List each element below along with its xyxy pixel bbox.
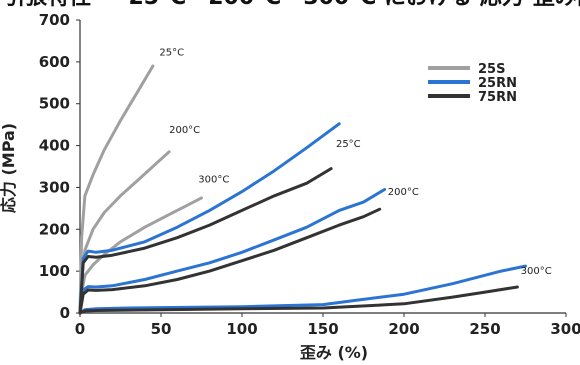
series-line-25s-300c	[78, 196, 203, 315]
x-tick-label: 250	[469, 320, 500, 338]
series-line-25rn-200c	[78, 188, 387, 315]
y-tick-label: 0	[60, 304, 70, 322]
temperature-annotation: 200°C	[388, 187, 419, 198]
y-tick-label: 700	[39, 11, 70, 29]
x-tick-label: 0	[75, 320, 85, 338]
y-axis-label: 応力 (MPa)	[0, 123, 18, 213]
series-line-75rn-200c	[78, 207, 382, 315]
x-tick-label: 50	[151, 320, 172, 338]
legend-label-25s: 25S	[478, 62, 505, 77]
y-tick-label: 600	[39, 53, 70, 71]
y-tick-label: 400	[39, 137, 70, 155]
series-line-75rn-25c	[78, 167, 333, 315]
temperature-annotation: 25°C	[159, 48, 184, 59]
legend-label-25rn: 25RN	[478, 76, 517, 91]
y-tick-label: 300	[39, 178, 70, 196]
annotations: 25°C 200°C 300°C 25°C 200°C 300°C	[159, 48, 551, 277]
x-tick-label: 150	[307, 320, 338, 338]
temperature-annotation: 200°C	[169, 125, 200, 136]
y-tick-label: 200	[39, 220, 70, 238]
x-tick-label: 100	[226, 320, 257, 338]
temperature-annotation: 300°C	[521, 266, 552, 277]
x-axis-label: 歪み (%)	[300, 343, 368, 362]
x-tick-label: 300	[550, 320, 580, 338]
x-tick-label: 200	[388, 320, 419, 338]
series-line-75rn-300c	[78, 285, 519, 315]
temperature-annotation: 25°C	[336, 139, 361, 150]
legend: 25S 25RN 75RN	[428, 62, 517, 105]
series-line-25rn-25c	[78, 122, 341, 315]
series-line-25rn-300c	[78, 264, 527, 315]
series-line-25s-25c	[78, 64, 155, 315]
y-tick-label: 100	[39, 262, 70, 280]
axis-ticks: 0 50 100 150 200 250 300 0 100 200 300 400 500 600 700	[39, 11, 580, 338]
y-tick-label: 500	[39, 95, 70, 113]
chart-title: …と引張特性 — 25°C・200°C・300°C における 応力-歪み曲線	[0, 0, 580, 10]
temperature-annotation: 300°C	[198, 174, 229, 185]
legend-label-75rn: 75RN	[478, 90, 517, 105]
series-layer	[78, 64, 527, 315]
